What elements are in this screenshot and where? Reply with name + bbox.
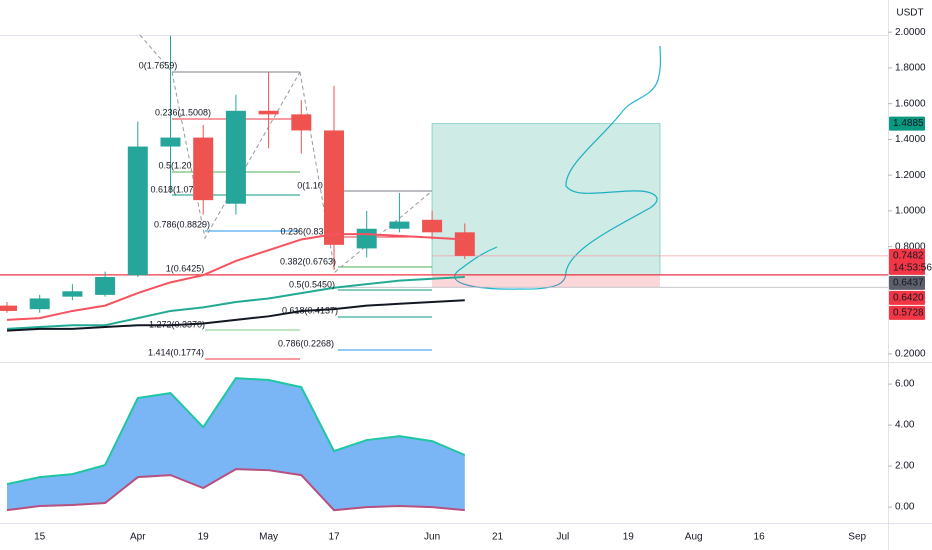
ma-line xyxy=(6,233,465,321)
price-label: 0.6420 xyxy=(893,293,924,304)
candle-body xyxy=(258,110,279,115)
price-label: 1.4885 xyxy=(893,118,924,129)
candle-body xyxy=(389,221,410,229)
x-tick-label: Apr xyxy=(130,532,146,543)
price-label: 0.5728 xyxy=(893,308,924,319)
fib-label: 0.618(0.4137) xyxy=(282,305,338,315)
y-tick-label: 1.0000 xyxy=(895,206,926,217)
x-tick-label: 19 xyxy=(623,532,635,543)
candle-body xyxy=(62,291,83,297)
fib-label: 1(0.6425) xyxy=(166,263,205,273)
y-tick-label: 2.0000 xyxy=(895,27,926,38)
area-line xyxy=(6,377,466,486)
x-tick-label: 15 xyxy=(34,532,46,543)
stop-zone xyxy=(432,274,660,288)
y-tick-label: 0.00 xyxy=(895,502,915,513)
y-tick-label: 1.4000 xyxy=(895,134,926,145)
candle-body xyxy=(127,146,148,276)
y-tick-label: 2.00 xyxy=(895,461,915,472)
lower-pane xyxy=(6,377,466,512)
candle-body xyxy=(356,228,377,249)
price-label-box xyxy=(889,275,925,290)
fib-label: 0.786(0.2268) xyxy=(278,338,334,348)
trend-line xyxy=(139,34,301,240)
x-tick-label: Jul xyxy=(557,532,570,543)
fib-label: 0.236(0.83 xyxy=(280,226,323,236)
candle-body xyxy=(454,232,475,256)
x-tick-label: Jun xyxy=(424,532,440,543)
fib-label: 0.5(1.20 xyxy=(158,160,191,170)
price-label-box xyxy=(889,116,925,131)
x-tick-label: Aug xyxy=(685,532,703,543)
price-label-box xyxy=(889,290,925,305)
fib-label: 0.618(1.07 xyxy=(150,184,193,194)
price-label: 0.7482 xyxy=(893,251,924,262)
price-label: 0.6437 xyxy=(893,278,924,289)
y-tick-label: 4.00 xyxy=(895,420,915,431)
fib-label: 0.786(0.8829) xyxy=(154,219,210,229)
fib-label: 0.236(1.5008) xyxy=(155,107,211,117)
y-tick-label: 1.2000 xyxy=(895,170,926,181)
y-tick-label: 0.8000 xyxy=(895,241,926,252)
candle-body xyxy=(225,110,246,204)
main-pane: 0(1.7659) 0.236(1.5008) 0.5(1.20 0.618(1.07… xyxy=(0,34,888,360)
fib-label: 0.5(0.5450) xyxy=(289,279,335,289)
x-tick-label: 21 xyxy=(492,532,504,543)
candle-body xyxy=(29,298,50,310)
x-tick-label: 19 xyxy=(198,532,210,543)
fib-label: 0(1.10 xyxy=(297,180,323,190)
candle-body xyxy=(291,114,312,131)
y-tick-label: 1.6000 xyxy=(895,98,926,109)
x-tick-label: 16 xyxy=(754,532,766,543)
ma-line xyxy=(6,299,465,332)
countdown-label: 14:53:56 xyxy=(893,263,932,274)
candle-body xyxy=(95,277,116,295)
price-label-box xyxy=(889,305,925,320)
x-tick-label: May xyxy=(259,532,278,543)
projection-path xyxy=(454,45,662,290)
candle-body xyxy=(193,137,214,201)
x-tick-label: Sep xyxy=(848,532,866,543)
candle-body xyxy=(160,137,181,147)
candle-body xyxy=(324,130,344,245)
area-fill xyxy=(7,378,465,511)
x-tick-label: 17 xyxy=(328,532,340,543)
candle-body xyxy=(0,305,17,311)
price-label-box xyxy=(889,248,925,275)
currency-label: USDT xyxy=(896,8,923,19)
y-tick-label: 0.2000 xyxy=(895,348,926,359)
fib-label: 1.272(0.3370) xyxy=(149,319,205,329)
fib-label: 1.414(0.1774) xyxy=(148,347,204,357)
area-line xyxy=(6,468,465,512)
fib-label: 0(1.7659) xyxy=(139,60,178,70)
ma-line xyxy=(6,276,465,330)
fib-label: 0.382(0.6763) xyxy=(280,256,336,266)
candle-body xyxy=(422,219,443,233)
y-tick-label: 6.00 xyxy=(895,379,915,390)
y-tick-label: 1.8000 xyxy=(895,63,926,74)
